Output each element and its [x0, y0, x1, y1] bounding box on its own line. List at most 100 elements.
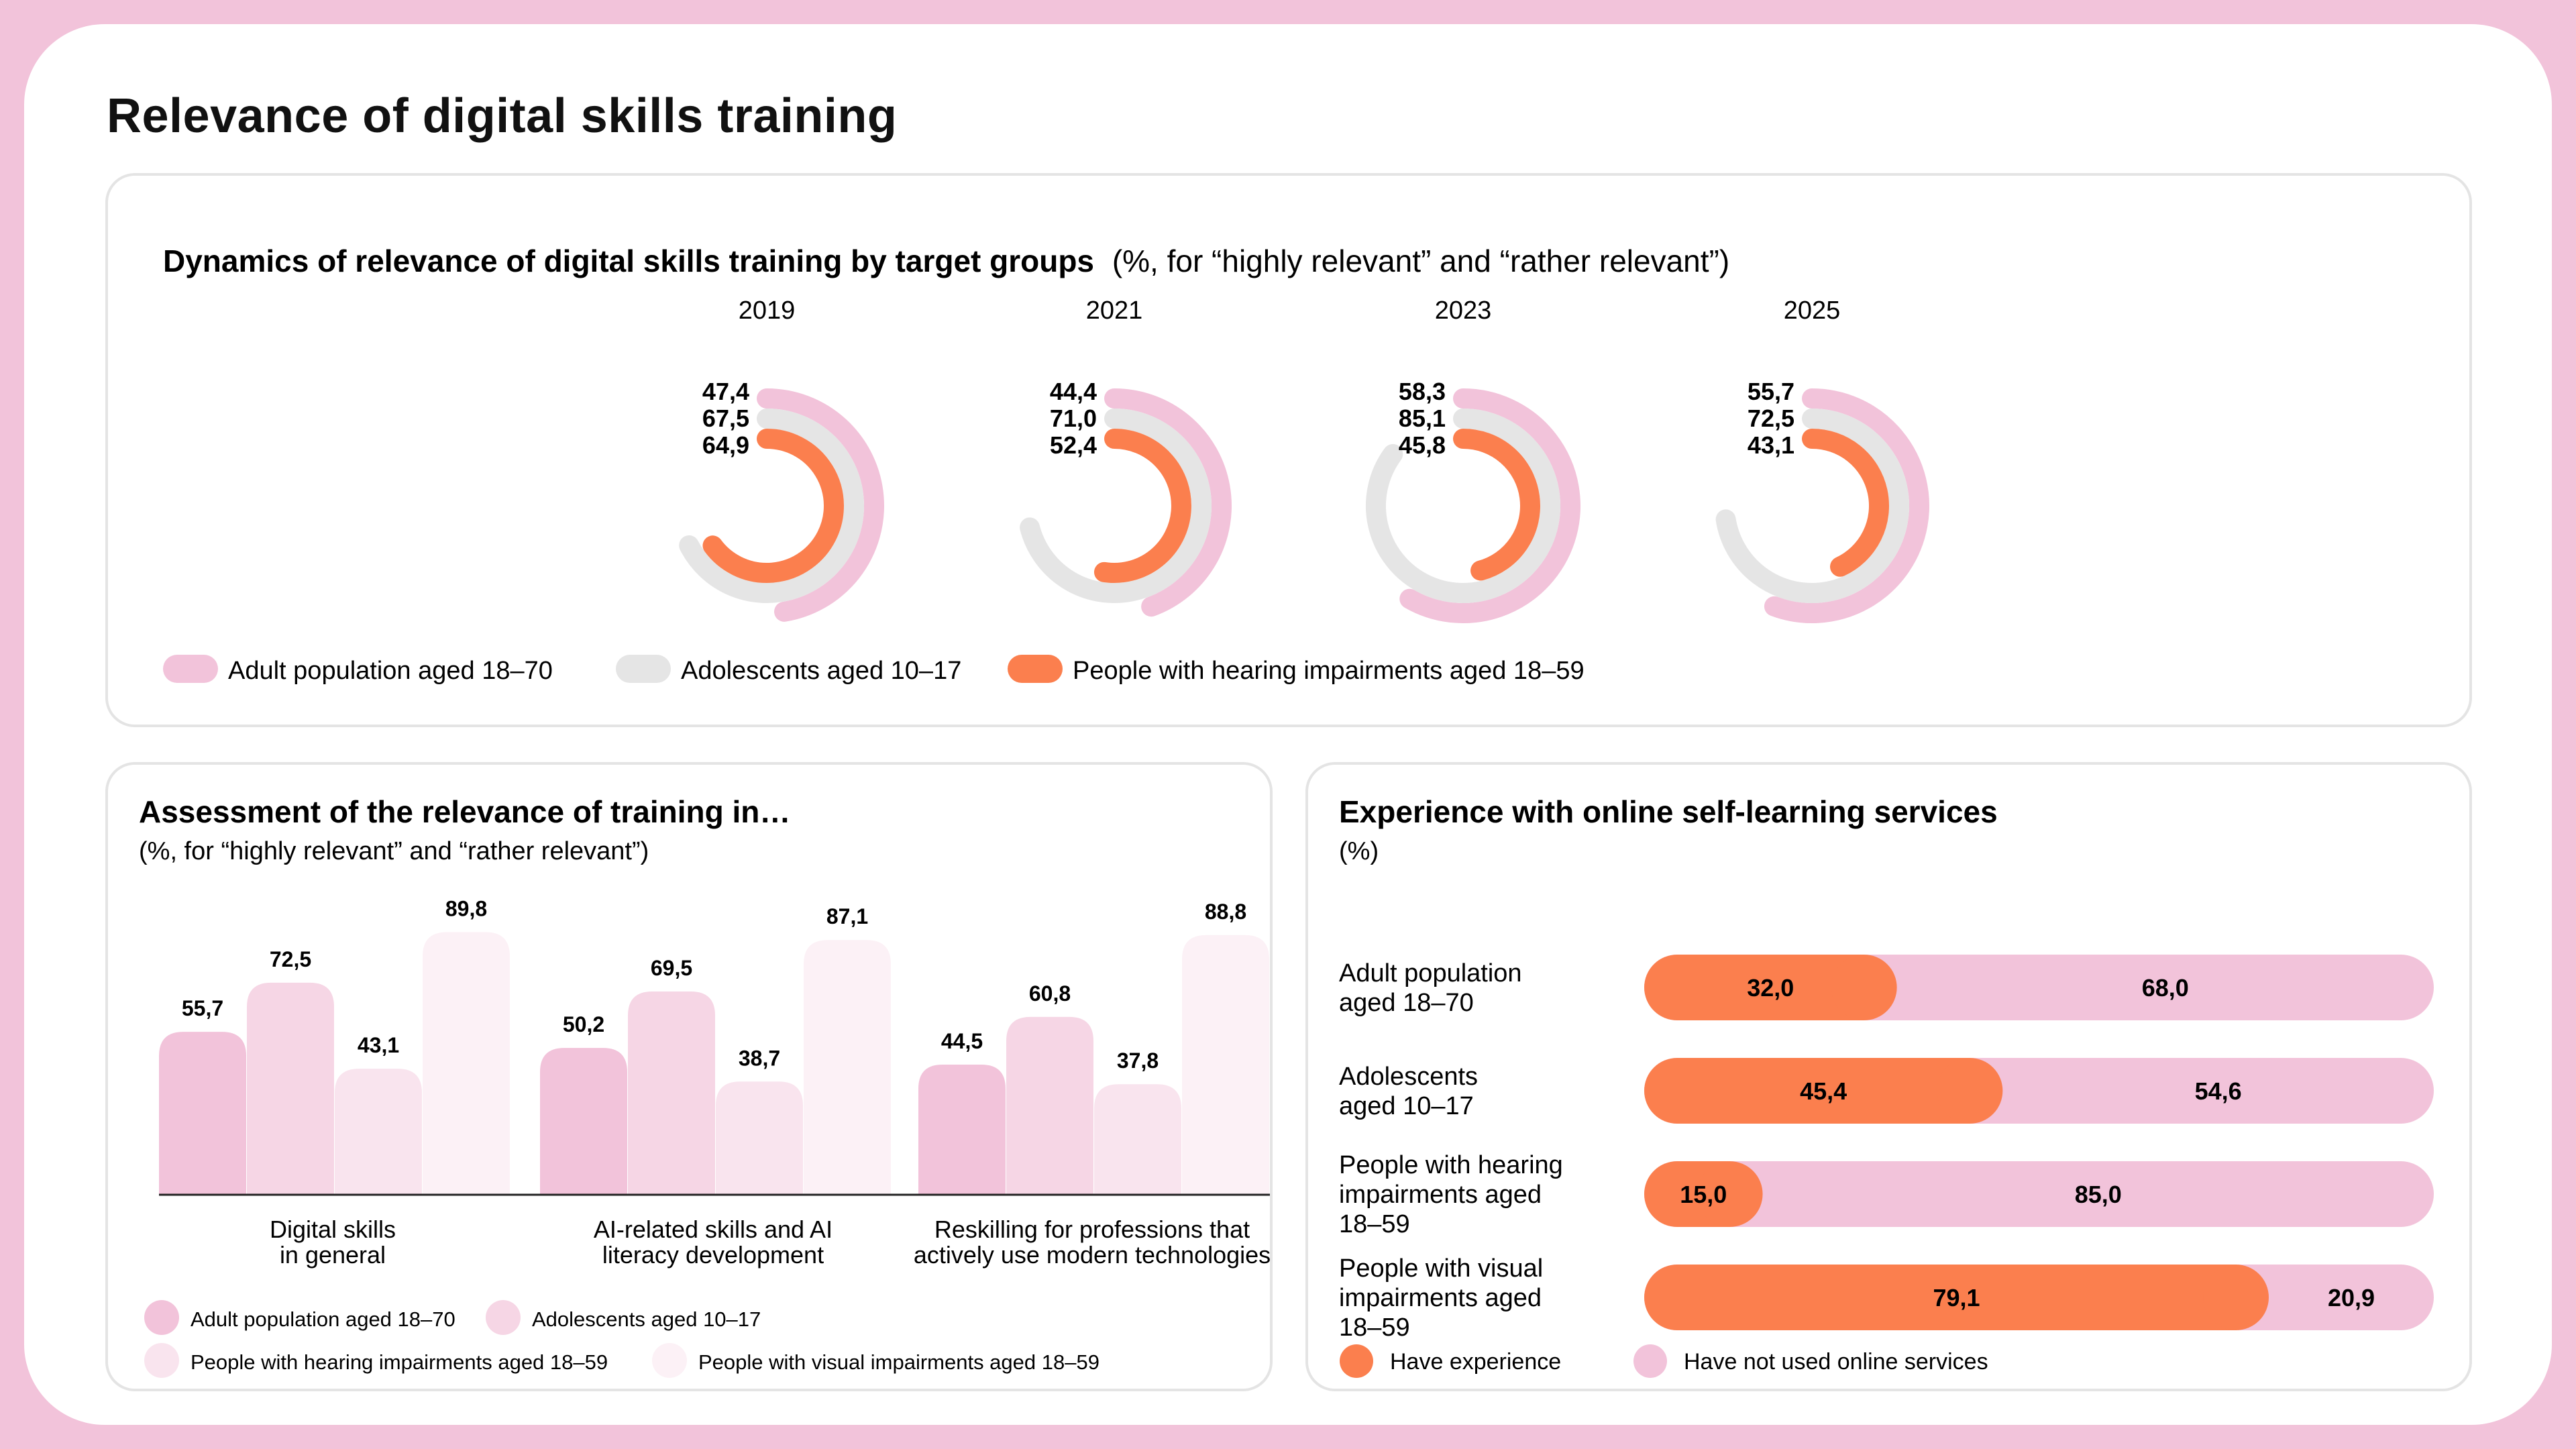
bar-chart-subtitle: (%, for “highly relevant” and “rather re…: [139, 837, 649, 865]
stacked-bars: Adult population aged 18–70 32,0 68,0 Adoles…: [1339, 955, 2434, 1342]
radial-value-label: 64,9: [702, 431, 749, 459]
radial-year-label: 2021: [1086, 297, 1143, 325]
legend-label-adult: Adult population aged 18–70: [191, 1307, 455, 1331]
radial-arc-adult-population-aged-18-70: [1764, 388, 1929, 623]
legend-item-adolescent: Adolescents aged 10–17: [616, 655, 961, 685]
radial-year-2019: 2019 47,467,564,9: [679, 297, 884, 622]
legend-item-not-used: Have not used online services: [1633, 1344, 1988, 1378]
radial-dynamics-panel: Dynamics of relevance of digital skills …: [105, 173, 2472, 727]
radial-year-2023: 2023 58,385,145,8: [1366, 297, 1580, 623]
radial-value-label: 52,4: [1050, 431, 1097, 459]
bar-category-label: Reskilling for professions that actively …: [914, 1216, 1270, 1269]
stacked-row: Adult population aged 18–70 32,0 68,0: [1339, 955, 2434, 1020]
stacked-category-label: People with visual impairments aged 18–59: [1339, 1254, 1543, 1342]
stacked-bar: [1644, 1161, 2434, 1227]
bar-value-label: 87,1: [826, 904, 868, 928]
bar-relevance-panel: Assessment of the relevance of training …: [105, 762, 1273, 1391]
stacked-segment-not-used: [1644, 1161, 2434, 1227]
radial-year-label: 2019: [739, 297, 796, 325]
bar-adolescents-aged-10-17: [628, 991, 715, 1195]
legend-item-visual: People with visual impairments aged 18–5…: [652, 1343, 1099, 1378]
legend-label-not-used: Have not used online services: [1684, 1349, 1988, 1375]
bar-adolescents-aged-10-17: [1006, 1016, 1093, 1195]
stacked-value-have-experience: 15,0: [1680, 1181, 1727, 1208]
bar-category-label: Digital skills in general: [270, 1216, 396, 1269]
radial-arc-adolescents-aged-10-17: [1366, 409, 1560, 603]
bar-chart-bars: 55,7 72,5 43,1 89,8 50,2 69,5 38,7 87,1 44,5 60,8…: [159, 896, 1269, 1195]
stacked-segment-cap: [1937, 1058, 2003, 1124]
bar-value-label: 60,8: [1029, 981, 1071, 1006]
legend-swatch-hearing: [1008, 655, 1063, 683]
stacked-segment-cap: [1697, 1161, 1763, 1227]
legend-label-adolescent: Adolescents aged 10–17: [681, 657, 961, 685]
radial-value-label: 71,0: [1050, 405, 1097, 432]
bar-value-label: 37,8: [1117, 1049, 1159, 1073]
legend-item-adolescent: Adolescents aged 10–17: [486, 1300, 761, 1335]
stacked-value-not-used: 20,9: [2328, 1284, 2375, 1311]
bar-value-label: 55,7: [182, 996, 223, 1020]
bar-value-label: 43,1: [358, 1033, 399, 1057]
bar-chart-title: Assessment of the relevance of training …: [139, 794, 790, 829]
bar-people-with-hearing-impairments-aged-18-59: [1094, 1084, 1181, 1195]
radial-arc-people-with-hearing-impairments-aged-18-59: [702, 429, 844, 583]
legend-item-adult: Adult population aged 18–70: [163, 655, 553, 685]
bar-people-with-visual-impairments-aged-18-59: [423, 932, 510, 1195]
legend-swatch-visual: [652, 1343, 687, 1378]
legend-swatch-have-experience: [1340, 1344, 1373, 1378]
stacked-value-have-experience: 32,0: [1747, 974, 1794, 1002]
bar-adult-population-aged-18-70: [159, 1032, 246, 1195]
legend-label-visual: People with visual impairments aged 18–5…: [698, 1350, 1099, 1374]
stacked-value-not-used: 85,0: [2075, 1181, 2122, 1208]
radial-year-label: 2023: [1435, 297, 1492, 325]
stacked-segment-have-experience: [1644, 1058, 1970, 1124]
stacked-row: Adolescents aged 10–17 45,4 54,6: [1339, 1058, 2434, 1124]
legend-label-have-experience: Have experience: [1390, 1349, 1561, 1375]
legend-swatch-adult: [144, 1300, 179, 1335]
page-title: Relevance of digital skills training: [107, 89, 898, 143]
legend-label-adult: Adult population aged 18–70: [228, 657, 553, 685]
stacked-segment-have-experience: [1644, 1265, 2237, 1330]
bar-category-label: AI-related skills and AI literacy develop…: [594, 1216, 833, 1269]
radial-arc-people-with-hearing-impairments-aged-18-59: [1453, 429, 1540, 581]
legend-item-have-experience: Have experience: [1340, 1344, 1561, 1378]
bar-people-with-hearing-impairments-aged-18-59: [716, 1081, 803, 1195]
stacked-category-label: Adolescents aged 10–17: [1339, 1063, 1478, 1120]
radial-arc-people-with-hearing-impairments-aged-18-59: [1802, 429, 1889, 577]
legend-swatch-not-used: [1633, 1344, 1667, 1378]
stacked-row: People with hearing impairments aged 18–59…: [1339, 1151, 2434, 1238]
radial-legend: Adult population aged 18–70 Adolescents …: [163, 655, 1585, 685]
radial-value-label: 67,5: [702, 405, 749, 432]
stacked-category-label: Adult population aged 18–70: [1339, 959, 1522, 1017]
radial-year-2025: 2025 55,772,543,1: [1715, 297, 1929, 623]
stacked-value-not-used: 54,6: [2195, 1077, 2242, 1105]
bar-value-label: 44,5: [941, 1029, 983, 1053]
bar-value-label: 89,8: [445, 896, 487, 920]
radial-value-label: 58,3: [1399, 378, 1446, 405]
bar-adult-population-aged-18-70: [540, 1048, 627, 1195]
bar-value-label: 72,5: [270, 947, 311, 971]
radial-groups: 2019 47,467,564,9 2021 44,471,052,4 2023 58,3…: [679, 297, 1929, 623]
bar-chart-category-labels: Digital skills in general AI-related skill…: [270, 1216, 1271, 1269]
stacked-segment-cap: [1831, 955, 1897, 1020]
radial-year-label: 2025: [1784, 297, 1841, 325]
bar-people-with-visual-impairments-aged-18-59: [804, 940, 891, 1195]
radial-arc-adolescents-aged-10-17: [1715, 409, 1909, 603]
radial-value-label: 85,1: [1399, 405, 1446, 432]
radial-arc-adolescents-aged-10-17: [1020, 409, 1212, 603]
legend-item-adult: Adult population aged 18–70: [144, 1300, 455, 1335]
stacked-bar: [1644, 955, 2434, 1020]
bar-adolescents-aged-10-17: [247, 982, 334, 1195]
stacked-legend: Have experience Have not used online ser…: [1340, 1344, 1988, 1378]
bar-chart-svg: Assessment of the relevance of training …: [139, 794, 1271, 1378]
radial-value-label: 44,4: [1050, 378, 1097, 405]
radial-arc-people-with-hearing-impairments-aged-18-59: [1093, 429, 1191, 583]
radial-chart-title-bold: Dynamics of relevance of digital skills …: [163, 244, 1094, 278]
radial-value-label: 72,5: [1748, 405, 1794, 432]
radial-value-label: 55,7: [1748, 378, 1794, 405]
legend-label-hearing: People with hearing impairments aged 18–…: [191, 1350, 608, 1374]
online-experience-panel: Experience with online self-learning ser…: [1305, 762, 2472, 1391]
bar-adult-population-aged-18-70: [918, 1064, 1006, 1195]
stacked-chart-subtitle: (%): [1339, 837, 1379, 865]
radial-arc-adolescents-aged-10-17: [679, 409, 864, 603]
bar-value-label: 38,7: [739, 1046, 780, 1070]
